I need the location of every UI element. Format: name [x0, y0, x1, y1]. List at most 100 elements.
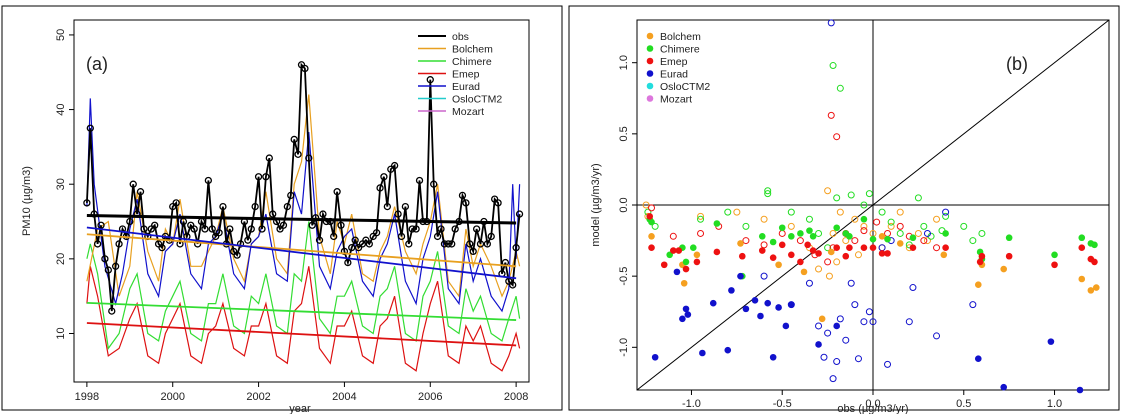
point-open-chimere — [805, 215, 813, 223]
point-filled-emep — [738, 252, 746, 260]
point-filled-chimere — [909, 234, 917, 242]
trend-line-eurad — [86, 226, 517, 280]
point-open-eurad — [884, 360, 892, 368]
panel-a-xtick-label: 2002 — [246, 391, 270, 403]
point-open-chimere — [942, 212, 950, 220]
obs-point — [86, 124, 94, 132]
point-filled-eurad — [1076, 386, 1084, 394]
point-filled-emep — [833, 244, 840, 251]
point-filled-eurad — [782, 322, 790, 330]
point-open-chimere — [824, 244, 832, 252]
panel-b-xtick-label: -1.0 — [682, 398, 701, 410]
series-line-emep — [86, 266, 521, 372]
point-open-bolchem — [933, 215, 941, 223]
obs-point — [380, 173, 388, 181]
point-open-bolchem — [697, 212, 705, 220]
obs-point — [287, 191, 295, 200]
panel-b-xlabel: obs (µg/m3/yr) — [837, 403, 908, 414]
obs-point — [258, 225, 266, 233]
obs-point — [126, 217, 134, 226]
point-filled-bolchem — [1092, 284, 1100, 291]
obs-point — [412, 225, 420, 233]
panel-a-xlabel: year — [289, 403, 311, 414]
point-open-chimere — [697, 215, 705, 223]
point-filled-eurad — [682, 305, 690, 313]
point-open-eurad — [827, 19, 835, 27]
point-open-bolchem — [825, 272, 833, 280]
point-filled-eurad — [775, 304, 782, 311]
point-filled-bolchem — [827, 248, 835, 256]
point-open-bolchem — [923, 237, 931, 245]
point-open-eurad — [933, 332, 941, 340]
point-open-chimere — [860, 201, 868, 209]
point-open-emep — [742, 237, 750, 245]
point-filled-emep — [682, 265, 690, 273]
obs-point — [226, 225, 234, 233]
obs-point — [208, 225, 216, 233]
point-filled-bolchem — [1000, 265, 1008, 273]
point-open-bolchem — [887, 222, 895, 230]
point-filled-emep — [660, 261, 668, 269]
point-filled-eurad — [679, 315, 686, 323]
point-open-chimere — [764, 190, 772, 198]
point-filled-emep — [978, 252, 986, 260]
one-to-one-line — [636, 19, 1110, 391]
point-filled-emep — [842, 252, 850, 260]
legend-label-chimere: Chimere — [452, 56, 492, 68]
obs-point — [430, 180, 438, 188]
obs-point — [451, 225, 459, 233]
point-open-chimere — [787, 208, 795, 216]
obs-point — [515, 210, 524, 218]
point-open-chimere — [920, 222, 928, 230]
obs-point — [462, 199, 470, 207]
obs-point — [294, 150, 302, 159]
obs-point — [340, 247, 349, 256]
panel-b-xtick-label: 0.5 — [956, 398, 971, 410]
obs-point — [204, 176, 213, 185]
obs-point — [472, 225, 481, 233]
obs-point — [244, 236, 252, 244]
point-open-bolchem — [851, 215, 859, 223]
panel-a-ytick-label: 30 — [55, 178, 67, 190]
point-filled-eurad — [974, 355, 982, 362]
point-open-eurad — [969, 301, 977, 309]
point-filled-emep — [1091, 258, 1098, 266]
obs-point — [290, 135, 298, 144]
obs-point — [330, 232, 338, 241]
point-filled-emep — [815, 250, 822, 257]
point-open-eurad — [842, 336, 850, 344]
point-filled-eurad — [788, 301, 795, 308]
point-open-eurad — [869, 318, 877, 326]
point-open-emep — [827, 111, 835, 119]
panel-a-ytick-label: 50 — [55, 29, 67, 41]
point-open-bolchem — [815, 265, 823, 273]
obs-point — [376, 184, 384, 192]
obs-point — [319, 210, 327, 218]
obs-point — [269, 210, 277, 218]
point-filled-emep — [804, 241, 811, 249]
obs-point — [315, 236, 324, 244]
panel-a-ytick-label: 20 — [55, 253, 67, 265]
obs-point — [448, 240, 456, 248]
legend-label-bolchem: Bolchem — [452, 44, 493, 56]
point-filled-chimere — [648, 218, 655, 226]
obs-point — [433, 232, 442, 241]
point-open-chimere — [978, 229, 986, 237]
point-open-chimere — [815, 229, 823, 237]
legend-label-eurad: Eurad — [452, 81, 480, 93]
point-filled-eurad — [724, 346, 732, 354]
trend-line-chimere — [86, 301, 517, 321]
panel-a-xtick-label: 2004 — [332, 391, 356, 403]
obs-point — [333, 188, 341, 196]
point-filled-emep — [878, 250, 886, 257]
point-filled-eurad — [769, 353, 777, 361]
point-open-chimere — [764, 187, 772, 195]
point-open-emep — [796, 237, 804, 245]
panel-a-xtick-label: 2006 — [418, 391, 442, 403]
point-filled-eurad — [1047, 338, 1055, 345]
panel-b-reference-lines — [636, 19, 1110, 391]
legend-marker-mozart — [646, 95, 654, 102]
point-open-emep — [860, 227, 868, 235]
obs-point — [190, 225, 198, 233]
